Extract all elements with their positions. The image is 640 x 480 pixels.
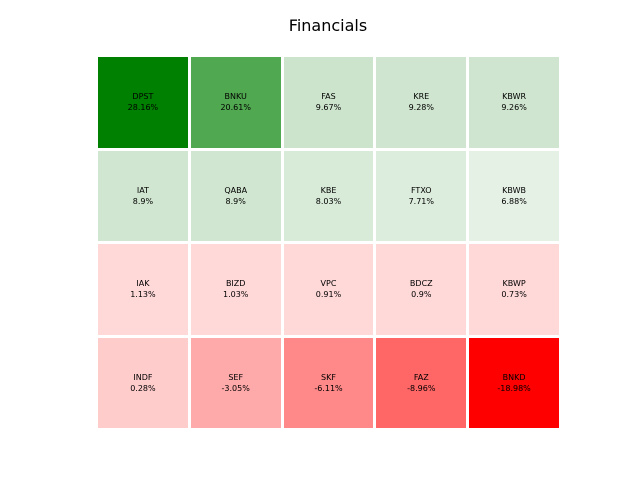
heatmap-cell-sef: SEF -3.05%	[190, 337, 281, 428]
cell-value-label: 1.03%	[222, 290, 249, 300]
cell-ticker: KBWR	[502, 92, 527, 102]
cell-value-label: 6.88%	[501, 196, 527, 206]
heatmap-cell-qaba: QABA 8.9%	[190, 150, 281, 241]
heatmap-cell-indf: INDF 0.28%	[98, 337, 188, 428]
cell-ticker: SEF	[228, 372, 244, 382]
cell-value-label: 9.28%	[408, 103, 434, 113]
cell-value-label: -8.96%	[407, 383, 436, 393]
cell-value-label: 0.9%	[411, 290, 432, 300]
cell-ticker: FAZ	[413, 372, 429, 382]
cell-ticker: BNKU	[224, 92, 247, 102]
heatmap-cell-vpc: VPC 0.91%	[283, 244, 374, 335]
cell-ticker: KRE	[413, 92, 430, 102]
treemap-heatmap: DPST 28.16% BNKU 20.61% FAS 9.67% KRE 9.28% KBWR…	[98, 57, 559, 428]
cell-ticker: INDF	[133, 372, 153, 382]
cell-ticker: KBWP	[502, 279, 526, 289]
cell-value-label: -18.98%	[497, 383, 531, 393]
heatmap-cell-skf: SKF -6.11%	[283, 337, 374, 428]
cell-value-label: 8.9%	[225, 196, 246, 206]
cell-ticker: FTXO	[410, 185, 432, 195]
heatmap-cell-bizd: BIZD 1.03%	[190, 244, 281, 335]
cell-value-label: -6.11%	[314, 383, 343, 393]
cell-ticker: IAK	[136, 279, 150, 289]
cell-ticker: BDCZ	[409, 279, 433, 289]
heatmap-cell-kbe: KBE 8.03%	[283, 150, 374, 241]
heatmap-cell-iat: IAT 8.9%	[98, 150, 188, 241]
heatmap-cell-fas: FAS 9.67%	[283, 57, 374, 148]
heatmap-cell-kre: KRE 9.28%	[376, 57, 467, 148]
heatmap-cell-dpst: DPST 28.16%	[98, 57, 188, 148]
heatmap-cell-bdcz: BDCZ 0.9%	[376, 244, 467, 335]
cell-value-label: 0.73%	[501, 290, 527, 300]
cell-value-label: 9.67%	[315, 103, 342, 113]
heatmap-cell-bnkd: BNKD -18.98%	[469, 337, 559, 428]
cell-ticker: FAS	[321, 92, 336, 102]
cell-ticker: KBE	[320, 185, 337, 195]
heatmap-cell-kbwr: KBWR 9.26%	[469, 57, 559, 148]
cell-value-label: 0.91%	[315, 290, 342, 300]
cell-value-label: 9.26%	[501, 103, 527, 113]
cell-value-label: 8.9%	[132, 196, 154, 206]
cell-ticker: SKF	[321, 372, 336, 382]
cell-ticker: BNKD	[502, 372, 526, 382]
cell-value-label: 7.71%	[408, 196, 434, 206]
cell-value-label: 1.13%	[130, 290, 156, 300]
cell-ticker: DPST	[132, 92, 154, 102]
cell-ticker: VPC	[320, 279, 337, 289]
heatmap-cell-faz: FAZ -8.96%	[376, 337, 467, 428]
heatmap-cell-kbwp: KBWP 0.73%	[469, 244, 559, 335]
heatmap-cell-iak: IAK 1.13%	[98, 244, 188, 335]
cell-value-label: 20.61%	[220, 103, 251, 113]
cell-ticker: QABA	[224, 185, 248, 195]
heatmap-cell-bnku: BNKU 20.61%	[190, 57, 281, 148]
cell-ticker: KBWB	[502, 185, 527, 195]
cell-value-label: 28.16%	[127, 103, 159, 113]
cell-value-label: -3.05%	[221, 383, 250, 393]
cell-ticker: IAT	[136, 185, 149, 195]
heatmap-cell-kbwb: KBWB 6.88%	[469, 150, 559, 241]
heatmap-cell-ftxo: FTXO 7.71%	[376, 150, 467, 241]
cell-value-label: 0.28%	[130, 383, 156, 393]
cell-ticker: BIZD	[225, 279, 246, 289]
cell-value-label: 8.03%	[315, 196, 342, 206]
chart-title: Financials	[288, 16, 368, 35]
